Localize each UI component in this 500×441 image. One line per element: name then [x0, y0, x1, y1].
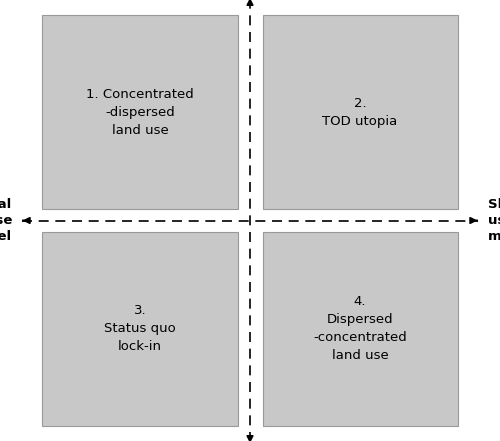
- FancyBboxPatch shape: [262, 232, 458, 426]
- FancyBboxPatch shape: [42, 232, 237, 426]
- FancyBboxPatch shape: [262, 15, 458, 209]
- Text: Individual
use
model: Individual use model: [0, 198, 12, 243]
- Text: 4.
Dispersed
-concentrated
land use: 4. Dispersed -concentrated land use: [313, 295, 407, 362]
- FancyBboxPatch shape: [42, 15, 237, 209]
- Text: Shared
use
model: Shared use model: [488, 198, 500, 243]
- Text: 1. Concentrated
-dispersed
land use: 1. Concentrated -dispersed land use: [86, 88, 194, 137]
- Text: 3.
Status quo
lock-in: 3. Status quo lock-in: [104, 304, 176, 353]
- Text: 2.
TOD utopia: 2. TOD utopia: [322, 97, 398, 128]
